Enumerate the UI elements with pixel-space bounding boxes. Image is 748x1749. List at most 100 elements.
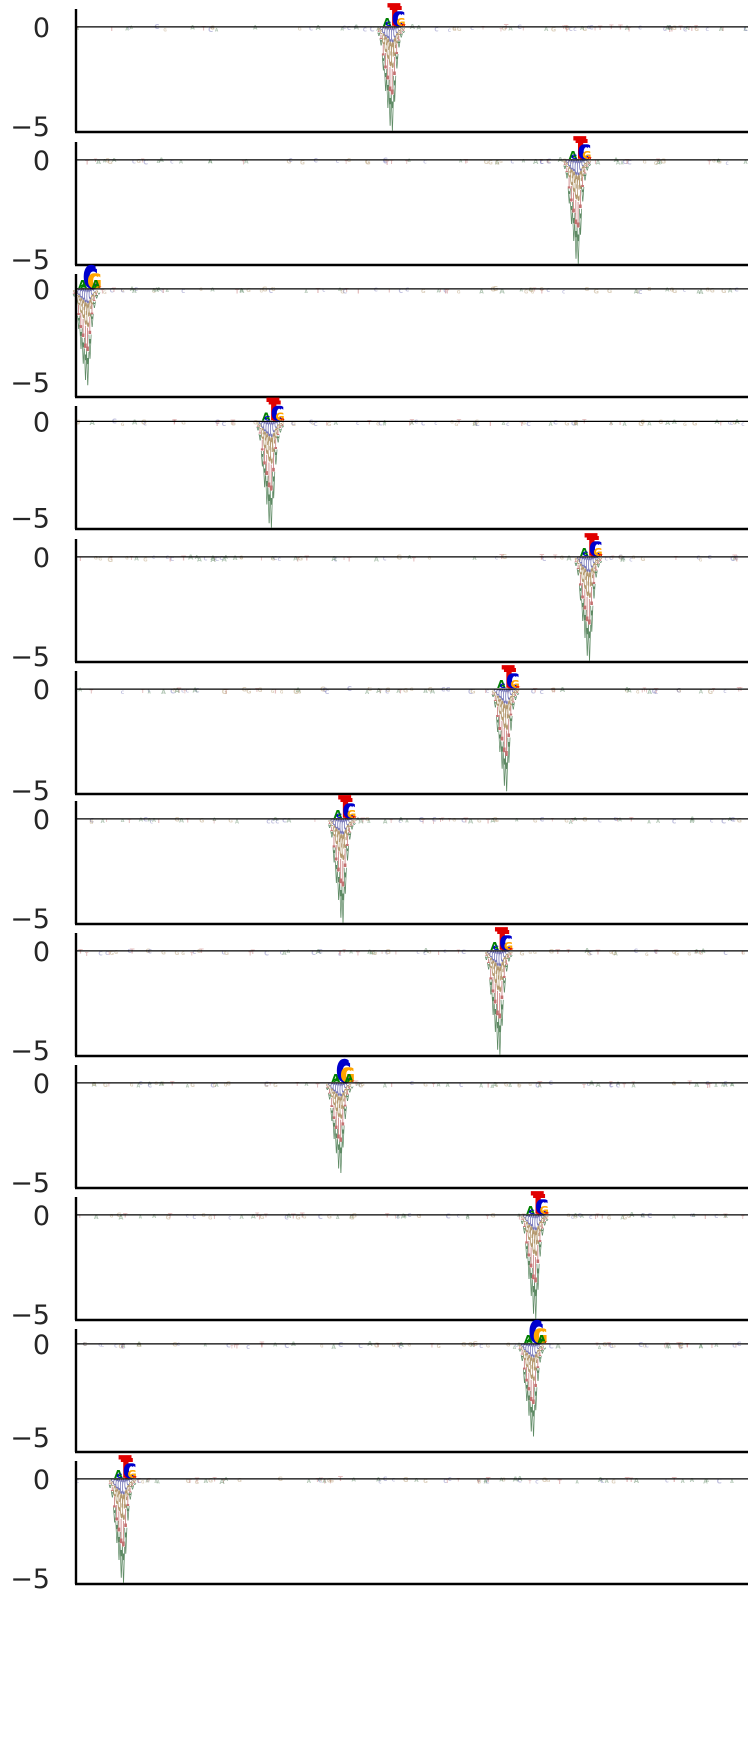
negative-letter: C [579,156,582,174]
motif-letter: A [78,278,87,291]
negative-letter: C [539,1343,542,1348]
noise-letter: C [338,1341,343,1349]
negative-letter: T [111,1484,114,1491]
noise-letter: A [625,25,630,32]
motif-letter: G [89,271,101,293]
negative-letter: G [382,29,385,47]
noise-letter: A [210,287,215,293]
noise-letter: G [110,1214,114,1220]
noise-letter: A [322,1479,327,1485]
noise-letter: T [85,952,89,958]
noise-letter: G [636,690,640,695]
negative-letter: C [592,554,595,564]
noise-letter: A [403,1214,407,1220]
negative-letter: T [485,953,488,956]
noise-letter: T [609,1081,613,1087]
noise-letter: A [190,25,195,32]
noise-letter: C [363,28,367,34]
noise-letter: G [114,950,118,956]
motif-letter: A [331,1072,340,1085]
negative-letter: G [386,32,389,64]
motif-letter: G [349,812,356,820]
noise-letter: T [625,158,630,166]
noise-letter: T [390,1083,394,1089]
noise-letter: A [714,1083,718,1088]
motif-letter: C [499,933,510,955]
noise-letter: G [107,556,113,564]
negative-letter: T [337,1111,340,1145]
noise-letter: T [457,949,461,955]
negative-letter: A [335,1121,338,1160]
noise-letter: A [208,159,213,165]
noise-letter: G [228,819,233,825]
negative-letter: A [326,1087,329,1091]
noise-letter: C [192,1215,196,1221]
negative-letter: T [586,588,589,627]
noise-letter: G [638,420,644,428]
noise-letter: C [683,288,686,293]
motif-letter: T [544,1341,548,1343]
panel-11: ACTTAACTAAACTGAATTGATCCCTCGCCAGGCAGGCCTT… [0,1315,748,1457]
negative-letter: A [579,580,582,604]
negative-letter: T [395,40,398,56]
noise-letter: T [325,420,330,427]
noise-letter: C [511,159,515,165]
noise-letter: G [213,1083,217,1089]
negative-letter: A [115,1513,118,1548]
negative-letter: T [496,702,499,718]
noise-letter: G [623,1215,628,1221]
noise-letter: C [735,555,739,561]
noise-letter: A [383,1084,387,1090]
noise-letter: T [685,1343,689,1349]
negative-letter: T [351,822,354,826]
motif-letter: A [490,940,499,953]
noise-letter: A [466,1214,470,1220]
noise-letter: A [555,1342,561,1350]
noise-letter: C [148,688,151,693]
noise-letter: C [506,422,509,428]
noise-letter: G [528,950,532,955]
noise-letter: C [266,819,270,825]
noise-letter: G [271,287,276,293]
motif-letter: A [526,1337,533,1345]
noise-letter: G [172,687,176,693]
noise-letter: A [665,288,670,294]
negative-letter: C [259,420,262,425]
noise-letter: C [98,1343,101,1349]
motif-letter: T [354,816,358,818]
negative-letter: T [501,714,504,746]
negative-letter: T [265,448,268,482]
noise-letter: G [457,290,461,296]
noise-letter: A [354,24,360,32]
noise-letter: T [89,689,93,695]
motif-letter: G [349,1079,354,1083]
noise-letter: A [423,689,428,695]
noise-letter: A [96,159,101,166]
motif-letter: T [390,2,402,33]
noise-letter: A [316,24,322,32]
negative-letter: T [505,957,508,964]
noise-letter: C [730,555,735,563]
noise-letter: A [728,817,733,823]
noise-letter: G [540,287,544,293]
motif-letter: A [92,278,101,291]
negative-letter: T [272,445,275,474]
noise-letter: T [522,1213,526,1219]
noise-letter: C [128,949,132,955]
noise-letter: A [517,1213,521,1219]
negative-letter: C [77,286,80,296]
noise-letter: A [334,421,339,427]
negative-letter: G [77,291,80,306]
noise-letter: T [629,816,634,823]
negative-letter: A [88,326,91,364]
motif-letter: C [499,682,505,690]
noise-letter: A [408,158,412,163]
noise-letter: A [549,422,553,428]
noise-letter: T [582,419,587,426]
negative-letter: A [129,1490,132,1502]
negative-letter: T [581,173,584,189]
noise-letter: C [186,1214,189,1219]
motif-letter: T [502,660,515,696]
noise-letter: A [647,819,651,825]
motif-letter: G [87,271,99,293]
